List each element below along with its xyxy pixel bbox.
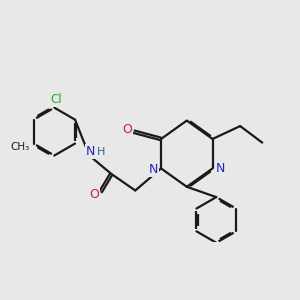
Text: O: O xyxy=(122,123,132,136)
Text: O: O xyxy=(89,188,99,201)
Text: H: H xyxy=(97,147,105,157)
Text: N: N xyxy=(216,162,225,175)
Text: Cl: Cl xyxy=(50,93,62,106)
Text: N: N xyxy=(86,145,95,158)
Text: CH₃: CH₃ xyxy=(10,142,29,152)
Text: N: N xyxy=(148,163,158,176)
